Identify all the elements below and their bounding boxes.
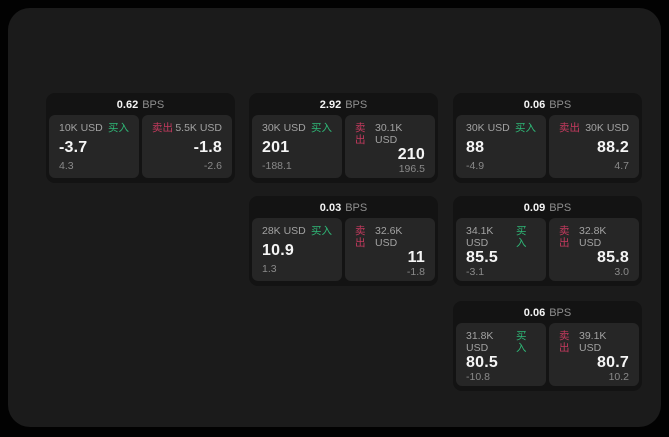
quote-card: 0.62 BPS 10K USD 买入 -3.7 4.3 卖出 5.5K USD… [46, 93, 235, 183]
quote-card: 0.03 BPS 28K USD 买入 10.9 1.3 卖出 32.6K US… [249, 196, 438, 286]
sell-price: -1.8 [193, 138, 222, 156]
bps-value: 0.62 [116, 98, 139, 111]
buy-tile[interactable]: 31.8K USD 买入 80.5 -10.8 [456, 323, 546, 386]
sell-side-label: 卖出 [152, 122, 173, 134]
sell-amount: 30.1K USD [374, 122, 403, 146]
quote-card: 0.06 BPS 30K USD 买入 88 -4.9 卖出 30K USD 8… [453, 93, 642, 183]
buy-delta: 4.3 [59, 160, 74, 172]
card-header: 2.92 BPS [249, 93, 438, 115]
sell-side-label: 卖出 [559, 122, 580, 134]
card-header: 0.09 BPS [453, 196, 642, 218]
sell-amount: 32.6K USD [374, 225, 403, 249]
sell-tile[interactable]: 卖出 30K USD 88.2 4.7 [549, 115, 639, 178]
sell-delta: 10.2 [608, 371, 629, 383]
sell-tile[interactable]: 卖出 32.6K USD 11 -1.8 [345, 218, 435, 281]
card-body: 31.8K USD 买入 80.5 -10.8 卖出 39.1K USD 80.… [453, 323, 642, 386]
sell-tile[interactable]: 卖出 30.1K USD 210 196.5 [345, 115, 435, 178]
sell-price: 80.7 [597, 354, 629, 371]
sell-price: 88.2 [597, 138, 629, 156]
card-body: 10K USD 买入 -3.7 4.3 卖出 5.5K USD -1.8 -2.… [46, 115, 235, 178]
bps-value: 0.06 [523, 306, 546, 319]
card-header: 0.06 BPS [453, 93, 642, 115]
bps-value: 0.06 [523, 98, 546, 111]
bps-value: 0.03 [319, 201, 342, 214]
sell-side-label: 卖出 [355, 122, 366, 146]
bps-value: 2.92 [319, 98, 342, 111]
card-header: 0.06 BPS [453, 301, 642, 323]
buy-amount: 28K USD [262, 225, 306, 237]
sell-amount: 5.5K USD [175, 122, 222, 134]
sell-delta: -2.6 [203, 160, 222, 172]
quote-card: 2.92 BPS 30K USD 买入 201 -188.1 卖出 30.1K … [249, 93, 438, 183]
card-body: 30K USD 买入 201 -188.1 卖出 30.1K USD 210 1… [249, 115, 438, 178]
bps-unit-label: BPS [345, 98, 368, 111]
bps-value: 0.09 [523, 201, 546, 214]
quote-card: 0.06 BPS 31.8K USD 买入 80.5 -10.8 卖出 39.1… [453, 301, 642, 391]
buy-tile[interactable]: 30K USD 买入 88 -4.9 [456, 115, 546, 178]
card-header: 0.62 BPS [46, 93, 235, 115]
buy-amount: 34.1K USD [466, 225, 494, 249]
card-body: 28K USD 买入 10.9 1.3 卖出 32.6K USD 11 -1.8 [249, 218, 438, 281]
buy-side-label: 买入 [311, 225, 332, 237]
sell-tile[interactable]: 卖出 5.5K USD -1.8 -2.6 [142, 115, 232, 178]
buy-tile[interactable]: 28K USD 买入 10.9 1.3 [252, 218, 342, 281]
bps-unit-label: BPS [142, 98, 165, 111]
sell-price: 11 [407, 249, 425, 266]
buy-tile[interactable]: 10K USD 买入 -3.7 4.3 [49, 115, 139, 178]
buy-delta: 1.3 [262, 263, 277, 275]
buy-delta: -4.9 [466, 160, 485, 172]
bps-unit-label: BPS [549, 201, 572, 214]
sell-delta: 4.7 [614, 160, 629, 172]
buy-tile[interactable]: 34.1K USD 买入 85.5 -3.1 [456, 218, 546, 281]
sell-price: 85.8 [597, 249, 629, 266]
sell-side-label: 卖出 [355, 225, 366, 249]
sell-amount: 39.1K USD [578, 330, 607, 354]
buy-price: 201 [262, 138, 290, 156]
buy-side-label: 买入 [311, 122, 332, 134]
sell-tile[interactable]: 卖出 32.8K USD 85.8 3.0 [549, 218, 639, 281]
sell-amount: 30K USD [585, 122, 629, 134]
buy-price: -3.7 [59, 138, 88, 156]
buy-delta: -10.8 [466, 371, 490, 383]
bps-unit-label: BPS [345, 201, 368, 214]
sell-delta: 196.5 [398, 163, 425, 175]
buy-price: 88 [466, 138, 485, 156]
buy-price: 80.5 [466, 354, 498, 371]
card-body: 34.1K USD 买入 85.5 -3.1 卖出 32.8K USD 85.8… [453, 218, 642, 281]
sell-side-label: 卖出 [559, 330, 570, 354]
quote-card: 0.09 BPS 34.1K USD 买入 85.5 -3.1 卖出 32.8K… [453, 196, 642, 286]
sell-tile[interactable]: 卖出 39.1K USD 80.7 10.2 [549, 323, 639, 386]
buy-delta: -3.1 [466, 266, 485, 278]
buy-amount: 31.8K USD [466, 330, 494, 354]
sell-delta: -1.8 [406, 266, 425, 278]
buy-tile[interactable]: 30K USD 买入 201 -188.1 [252, 115, 342, 178]
buy-side-label: 买入 [515, 122, 536, 134]
card-body: 30K USD 买入 88 -4.9 卖出 30K USD 88.2 4.7 [453, 115, 642, 178]
buy-side-label: 买入 [516, 225, 527, 249]
buy-amount: 10K USD [59, 122, 103, 134]
buy-side-label: 买入 [516, 330, 527, 354]
bps-unit-label: BPS [549, 98, 572, 111]
sell-side-label: 卖出 [559, 225, 570, 249]
buy-delta: -188.1 [262, 160, 292, 172]
buy-amount: 30K USD [466, 122, 510, 134]
bps-unit-label: BPS [549, 306, 572, 319]
buy-side-label: 买入 [108, 122, 129, 134]
buy-price: 10.9 [262, 241, 294, 259]
sell-price: 210 [397, 146, 425, 163]
card-header: 0.03 BPS [249, 196, 438, 218]
sell-amount: 32.8K USD [578, 225, 607, 249]
app-panel: 0.62 BPS 10K USD 买入 -3.7 4.3 卖出 5.5K USD… [8, 8, 661, 427]
sell-delta: 3.0 [614, 266, 629, 278]
buy-price: 85.5 [466, 249, 498, 266]
buy-amount: 30K USD [262, 122, 306, 134]
